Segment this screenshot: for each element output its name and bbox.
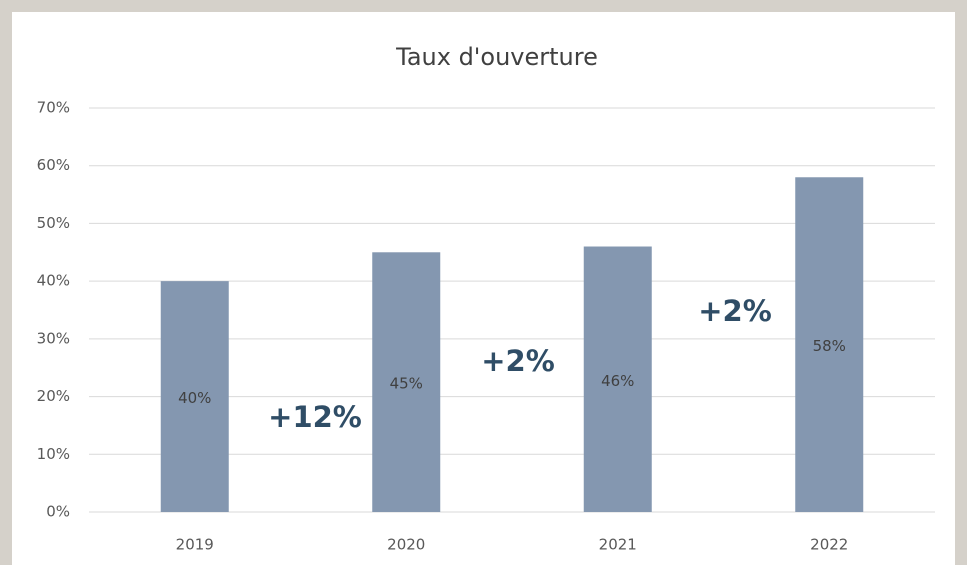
- y-tick-label: 20%: [37, 387, 70, 405]
- y-tick-label: 30%: [37, 329, 70, 347]
- bar: [372, 252, 441, 513]
- x-tick-label: 2021: [599, 536, 637, 554]
- bar: [160, 281, 229, 512]
- x-tick-label: 2020: [387, 536, 425, 554]
- annotation: +2%: [698, 294, 772, 328]
- y-tick-label: 50%: [37, 214, 70, 232]
- bar: [795, 177, 864, 512]
- chart-title: Taux d'ouverture: [395, 43, 598, 71]
- annotation: +12%: [268, 400, 362, 434]
- y-tick-label: 40%: [37, 272, 70, 290]
- bar: [583, 246, 652, 512]
- y-tick-label: 10%: [37, 445, 70, 463]
- x-tick-label: 2019: [176, 536, 214, 554]
- x-tick-label: 2022: [810, 536, 848, 554]
- y-tick-label: 0%: [46, 503, 70, 521]
- data-label: 45%: [390, 375, 423, 393]
- annotation: +2%: [481, 344, 555, 378]
- data-label: 46%: [601, 372, 634, 390]
- y-tick-label: 60%: [37, 156, 70, 174]
- data-label: 58%: [813, 337, 846, 355]
- y-tick-label: 70%: [37, 99, 70, 117]
- data-label: 40%: [178, 389, 211, 407]
